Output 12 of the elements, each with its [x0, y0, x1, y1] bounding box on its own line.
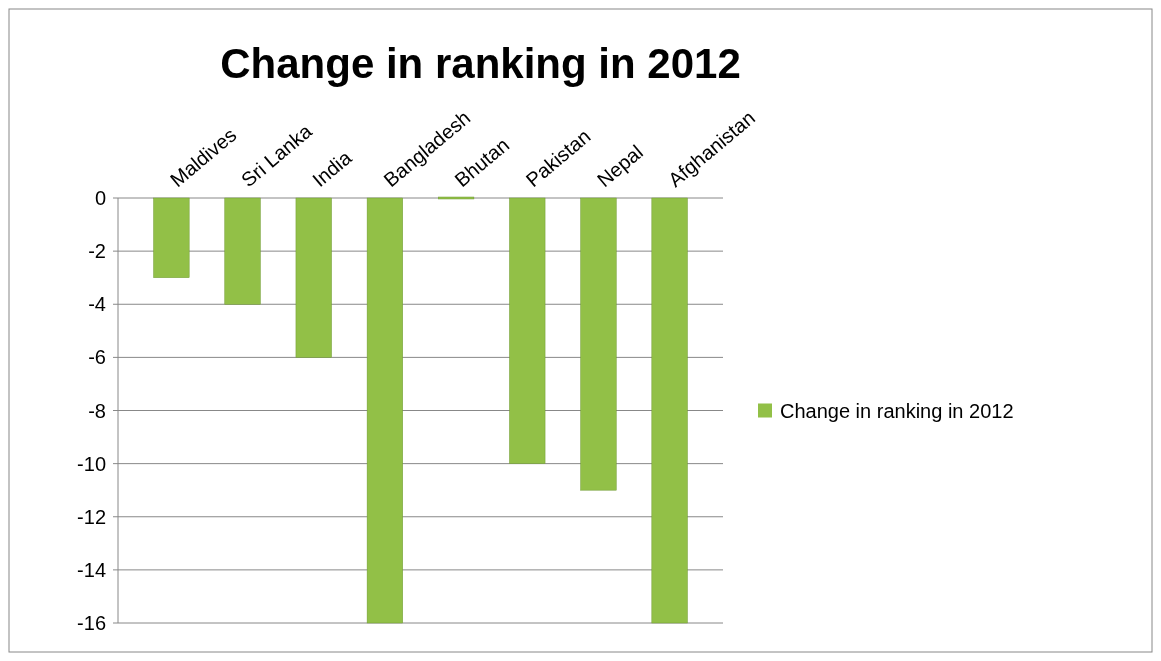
x-tick-label: India: [308, 145, 357, 192]
y-tick-label: -2: [88, 240, 106, 263]
y-tick-label: -8: [88, 399, 106, 422]
legend-label: Change in ranking in 2012: [780, 399, 1014, 422]
y-tick-label: -12: [77, 505, 106, 528]
y-tick-label: -16: [77, 612, 106, 634]
y-tick-label: -10: [77, 452, 106, 475]
y-tick-label: -14: [77, 558, 106, 581]
y-tick-label: 0: [94, 187, 106, 209]
chart-title: Change in ranking in 2012: [220, 40, 741, 87]
y-tick-label: -6: [88, 346, 106, 369]
y-tick-label: -4: [88, 293, 106, 316]
